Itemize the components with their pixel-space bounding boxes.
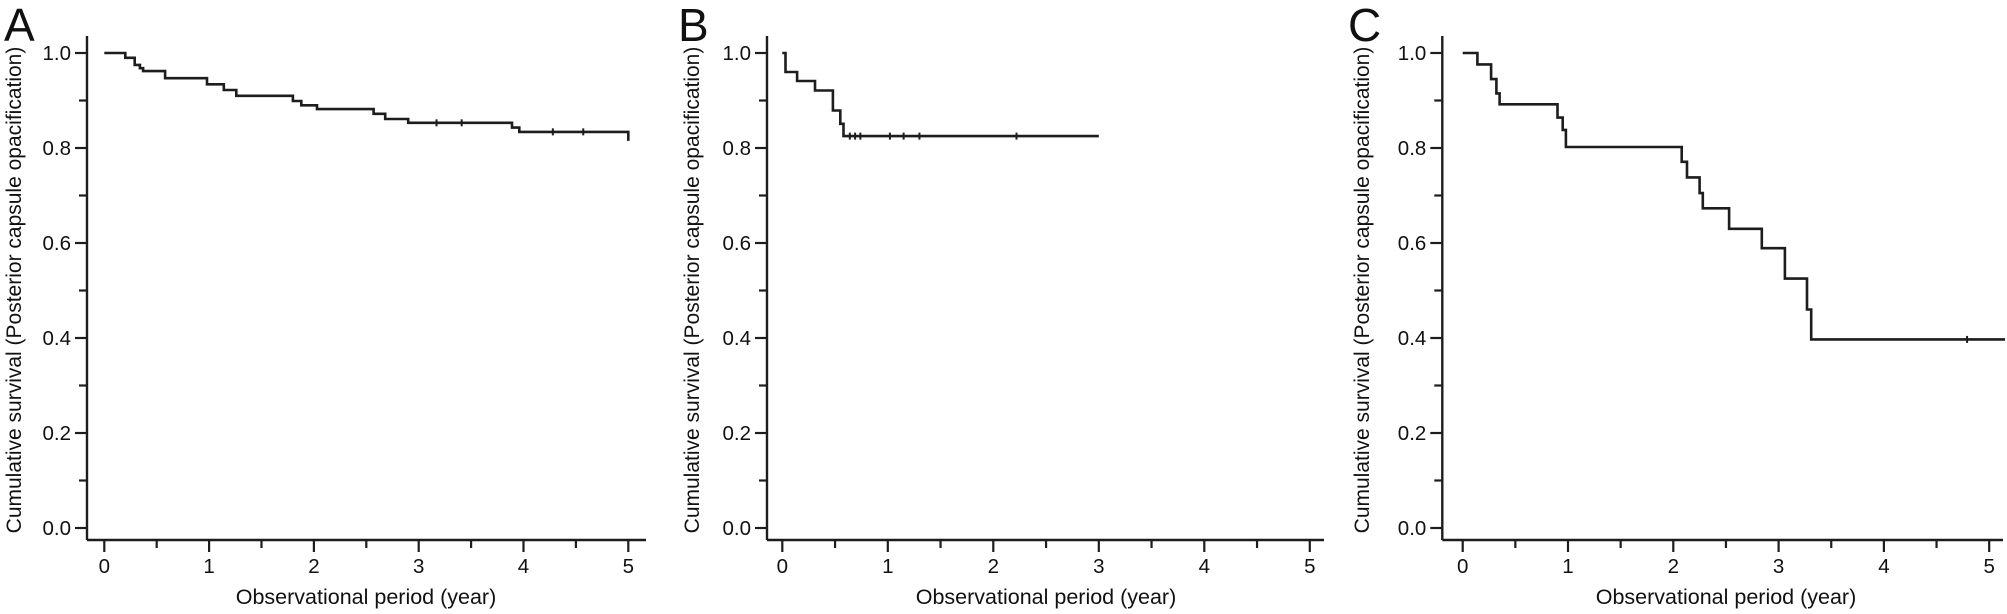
km-survival-curve (782, 51, 1099, 138)
x-tick-label: 2 (1668, 555, 1679, 578)
y-tick-label: 0.8 (1398, 137, 1427, 160)
panel-b-xlabel: Observational period (year) (915, 585, 1177, 609)
x-tick-label: 4 (1199, 555, 1210, 578)
y-tick-label: 1.0 (1398, 42, 1427, 65)
x-tick-label: 2 (988, 555, 999, 578)
y-tick-label: 0.2 (723, 422, 752, 445)
y-tick-label: 0.2 (1398, 422, 1427, 445)
x-tick-label: 1 (882, 555, 893, 578)
y-tick-label: 0.0 (43, 517, 72, 540)
x-tick-label: 3 (1093, 555, 1104, 578)
panel-b-letter: B (678, 0, 709, 51)
y-tick-label: 0.2 (43, 422, 72, 445)
km-panel-c: 0 1 2 3 4 5 0.0 0.2 0.4 0.6 0.8 1.0 (1398, 36, 2005, 578)
x-tick-label: 0 (1457, 555, 1468, 578)
y-tick-label: 0.8 (723, 137, 752, 160)
y-tick-label: 0.0 (1398, 517, 1427, 540)
km-survival-curve (1462, 51, 2005, 341)
x-tick-label: 1 (1562, 555, 1573, 578)
panel-a-letter: A (4, 0, 35, 51)
panel-a-xlabel: Observational period (year) (235, 585, 497, 609)
y-tick-label: 0.4 (723, 327, 752, 350)
y-tick-label: 1.0 (43, 42, 72, 65)
km-panel-a: 0 1 2 3 4 5 0.0 0.2 0.4 0.6 0.8 1.0 (43, 36, 646, 578)
y-tick-label: 0.4 (43, 327, 72, 350)
x-tick-label: 1 (203, 555, 214, 578)
x-tick-label: 4 (518, 555, 529, 578)
y-tick-label: 0.8 (43, 137, 72, 160)
panel-c-letter: C (1348, 0, 1382, 51)
y-tick-label: 0.6 (723, 232, 752, 255)
km-panel-b: 0 1 2 3 4 5 0.0 0.2 0.4 0.6 0.8 1.0 (723, 36, 1324, 578)
y-tick-label: 0.4 (1398, 327, 1427, 350)
x-tick-label: 0 (777, 555, 788, 578)
panel-c-xlabel: Observational period (year) (1595, 585, 1857, 609)
y-tick-label: 0.6 (43, 232, 72, 255)
x-tick-label: 5 (1304, 555, 1315, 578)
x-tick-label: 2 (308, 555, 319, 578)
x-tick-label: 5 (623, 555, 634, 578)
x-tick-label: 3 (1773, 555, 1784, 578)
x-tick-label: 5 (1983, 555, 1994, 578)
y-tick-label: 0.0 (723, 517, 752, 540)
y-tick-label: 0.6 (1398, 232, 1427, 255)
km-survival-curve (104, 51, 630, 141)
x-tick-label: 3 (413, 555, 424, 578)
y-tick-label: 1.0 (723, 42, 752, 65)
x-tick-label: 4 (1878, 555, 1889, 578)
x-tick-label: 0 (99, 555, 110, 578)
